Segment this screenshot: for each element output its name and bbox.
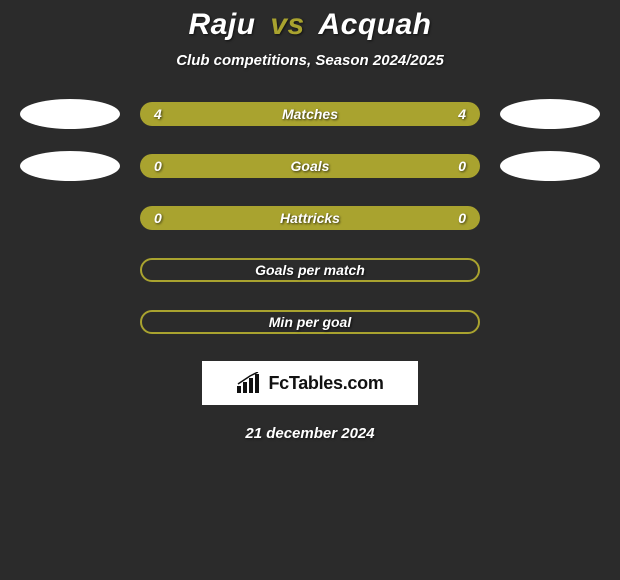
vs-text: vs (270, 8, 304, 41)
stat-left-value: 4 (154, 106, 174, 122)
subtitle: Club competitions, Season 2024/2025 (176, 52, 444, 69)
stat-row: 4 Matches 4 (0, 99, 620, 129)
stat-right-value: 0 (446, 158, 466, 174)
stat-label: Hattricks (280, 210, 340, 226)
stat-label: Goals per match (255, 262, 365, 278)
chart-icon (236, 372, 262, 394)
stat-row: Min per goal (0, 307, 620, 337)
comparison-infographic: Raju vs Acquah Club competitions, Season… (0, 0, 620, 442)
stat-right-value: 4 (446, 106, 466, 122)
player1-name: Raju (189, 8, 256, 41)
right-ellipse (500, 99, 600, 129)
title: Raju vs Acquah (189, 8, 432, 42)
stat-label: Matches (282, 106, 338, 122)
left-ellipse (20, 151, 120, 181)
stat-row: 0 Hattricks 0 (0, 203, 620, 233)
stat-bar: Min per goal (140, 310, 480, 334)
logo-box: FcTables.com (202, 361, 418, 405)
logo-text: FcTables.com (268, 373, 383, 394)
stat-label: Min per goal (269, 314, 351, 330)
stats-area: 4 Matches 4 0 Goals 0 0 Hattricks 0 Goals per mat… (0, 99, 620, 337)
stat-bar: 0 Goals 0 (140, 154, 480, 178)
stat-row: 0 Goals 0 (0, 151, 620, 181)
stat-bar: 0 Hattricks 0 (140, 206, 480, 230)
right-ellipse (500, 151, 600, 181)
stat-left-value: 0 (154, 210, 174, 226)
stat-bar: Goals per match (140, 258, 480, 282)
stat-left-value: 0 (154, 158, 174, 174)
stat-bar: 4 Matches 4 (140, 102, 480, 126)
stat-label: Goals (291, 158, 330, 174)
player2-name: Acquah (318, 8, 431, 41)
stat-right-value: 0 (446, 210, 466, 226)
stat-row: Goals per match (0, 255, 620, 285)
left-ellipse (20, 99, 120, 129)
date-text: 21 december 2024 (245, 425, 374, 442)
